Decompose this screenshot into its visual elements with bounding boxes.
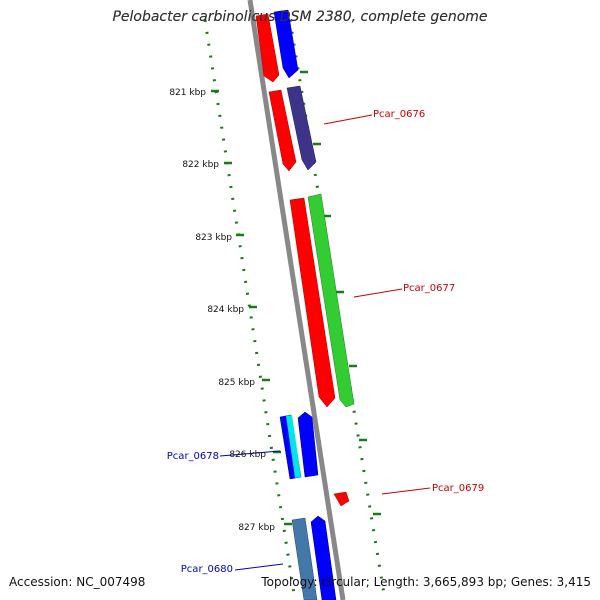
- gene-label-pcar-0680[interactable]: Pcar_0680: [181, 564, 233, 575]
- scale-label-827: 827 kbp: [238, 523, 275, 533]
- gene-arrow-red-long: [289, 197, 336, 408]
- genome-backbone: [247, 0, 346, 600]
- scale-label-826: 826 kbp: [229, 450, 266, 460]
- gene-label-pcar-0678[interactable]: Pcar_0678: [167, 451, 219, 462]
- leader-pcar-0680: [234, 563, 284, 571]
- gene-label-pcar-0679[interactable]: Pcar_0679: [432, 483, 484, 494]
- gene-arrow-red-pcar-0676-left: [268, 89, 297, 172]
- leader-pcar-0678: [219, 450, 281, 457]
- scale-label-821: 821 kbp: [169, 88, 206, 98]
- scale-label-823: 823 kbp: [195, 233, 232, 243]
- gene-arrow-red-top: [255, 13, 280, 83]
- leader-pcar-0677: [353, 288, 403, 298]
- gene-label-pcar-0677[interactable]: Pcar_0677: [403, 283, 455, 294]
- leader-pcar-0676: [323, 114, 373, 125]
- gene-arrow-green-pcar-0677: [307, 193, 355, 408]
- gene-arrow-blue-pcar-0680: [310, 515, 337, 600]
- gene-arrow-cyan-pcar-0678: [286, 415, 301, 478]
- gene-arrow-blue-top: [273, 9, 299, 79]
- gene-label-pcar-0676[interactable]: Pcar_0676: [373, 109, 425, 120]
- leader-pcar-0679: [381, 487, 431, 495]
- gene-arrow-blue-right-pcar-0678: [297, 411, 319, 478]
- topology-text: Topology: circular; Length: 3,665,893 bp…: [261, 575, 591, 589]
- gene-arrow-steelblue-pcar-0680: [291, 517, 318, 600]
- scale-label-824: 824 kbp: [207, 305, 244, 315]
- gene-arrow-red-pcar-0679: [333, 491, 350, 507]
- gene-arrow-purple-pcar-0676: [286, 85, 317, 171]
- accession-text: Accession: NC_007498: [9, 575, 146, 589]
- scale-label-825: 825 kbp: [218, 378, 255, 388]
- tick-track-left: [203, 19, 297, 600]
- scale-label-822: 822 kbp: [182, 160, 219, 170]
- title: Pelobacter carbinolicus DSM 2380, comple…: [112, 9, 488, 25]
